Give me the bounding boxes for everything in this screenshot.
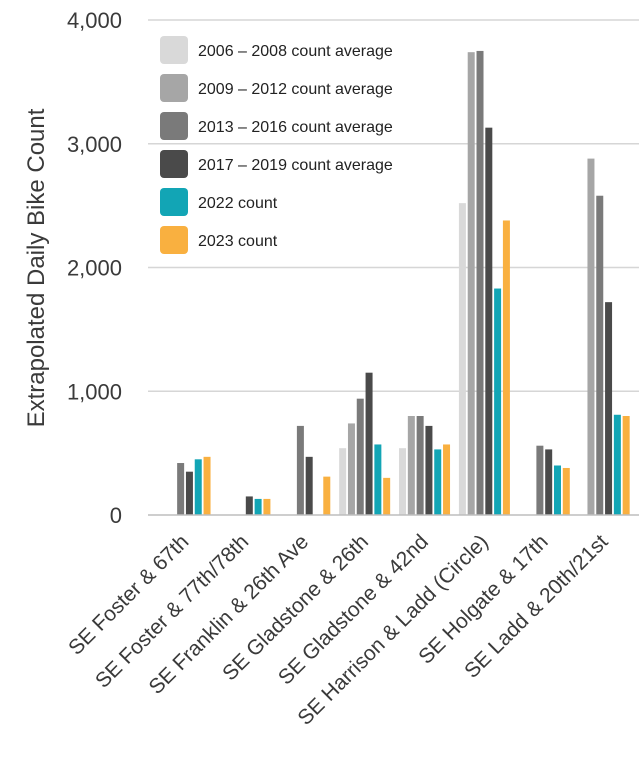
bar xyxy=(476,50,484,515)
bar xyxy=(536,445,544,515)
bar xyxy=(502,220,510,515)
bar xyxy=(587,158,595,515)
bar xyxy=(339,448,347,515)
bar xyxy=(425,425,433,515)
bar xyxy=(203,456,211,515)
bars xyxy=(177,50,630,516)
legend-swatch xyxy=(160,74,188,102)
bar xyxy=(613,414,621,515)
y-axis-label: Extrapolated Daily Bike Count xyxy=(23,108,50,427)
bar xyxy=(467,52,475,516)
bar xyxy=(177,463,185,515)
bar xyxy=(494,288,502,515)
bar xyxy=(545,449,553,515)
legend-label: 2009 – 2012 count average xyxy=(198,81,393,98)
bar xyxy=(622,416,630,515)
legend-label: 2006 – 2008 count average xyxy=(198,43,393,60)
bar xyxy=(416,416,424,515)
bar xyxy=(605,302,613,515)
bar xyxy=(347,423,355,515)
y-tick-label: 1,000 xyxy=(67,379,122,404)
bar xyxy=(407,416,415,515)
bar xyxy=(485,127,493,515)
bar xyxy=(323,476,331,515)
bar xyxy=(296,425,304,515)
bar xyxy=(185,471,193,515)
legend-swatch xyxy=(160,112,188,140)
bar xyxy=(254,498,262,515)
legend-swatch xyxy=(160,36,188,64)
legend-swatch xyxy=(160,226,188,254)
bar xyxy=(553,465,561,515)
y-tick-label: 2,000 xyxy=(67,256,122,281)
bar xyxy=(194,459,202,515)
gridlines xyxy=(148,19,639,392)
bar xyxy=(356,398,364,515)
y-tick-label: 3,000 xyxy=(67,132,122,157)
bar xyxy=(596,195,604,515)
bar xyxy=(399,448,407,515)
bar xyxy=(245,496,253,515)
bar xyxy=(305,456,313,515)
legend-label: 2017 – 2019 count average xyxy=(198,157,393,174)
bar xyxy=(263,498,271,515)
bar xyxy=(434,449,442,515)
legend: 2006 – 2008 count average 2009 – 2012 cou… xyxy=(160,36,393,254)
legend-swatch xyxy=(160,150,188,178)
legend-label: 2022 count xyxy=(198,195,278,212)
bar xyxy=(562,467,570,515)
y-axis-ticks: 0 1,000 2,000 3,000 4,000 xyxy=(67,8,122,528)
legend-label: 2023 count xyxy=(198,233,278,250)
bar xyxy=(365,372,373,515)
bar xyxy=(443,444,451,515)
y-tick-label: 4,000 xyxy=(67,8,122,33)
bar xyxy=(458,203,466,515)
bar xyxy=(374,444,382,515)
legend-label: 2013 – 2016 count average xyxy=(198,119,393,136)
bar xyxy=(383,477,391,515)
legend-swatch xyxy=(160,188,188,216)
y-tick-label: 0 xyxy=(110,503,122,528)
